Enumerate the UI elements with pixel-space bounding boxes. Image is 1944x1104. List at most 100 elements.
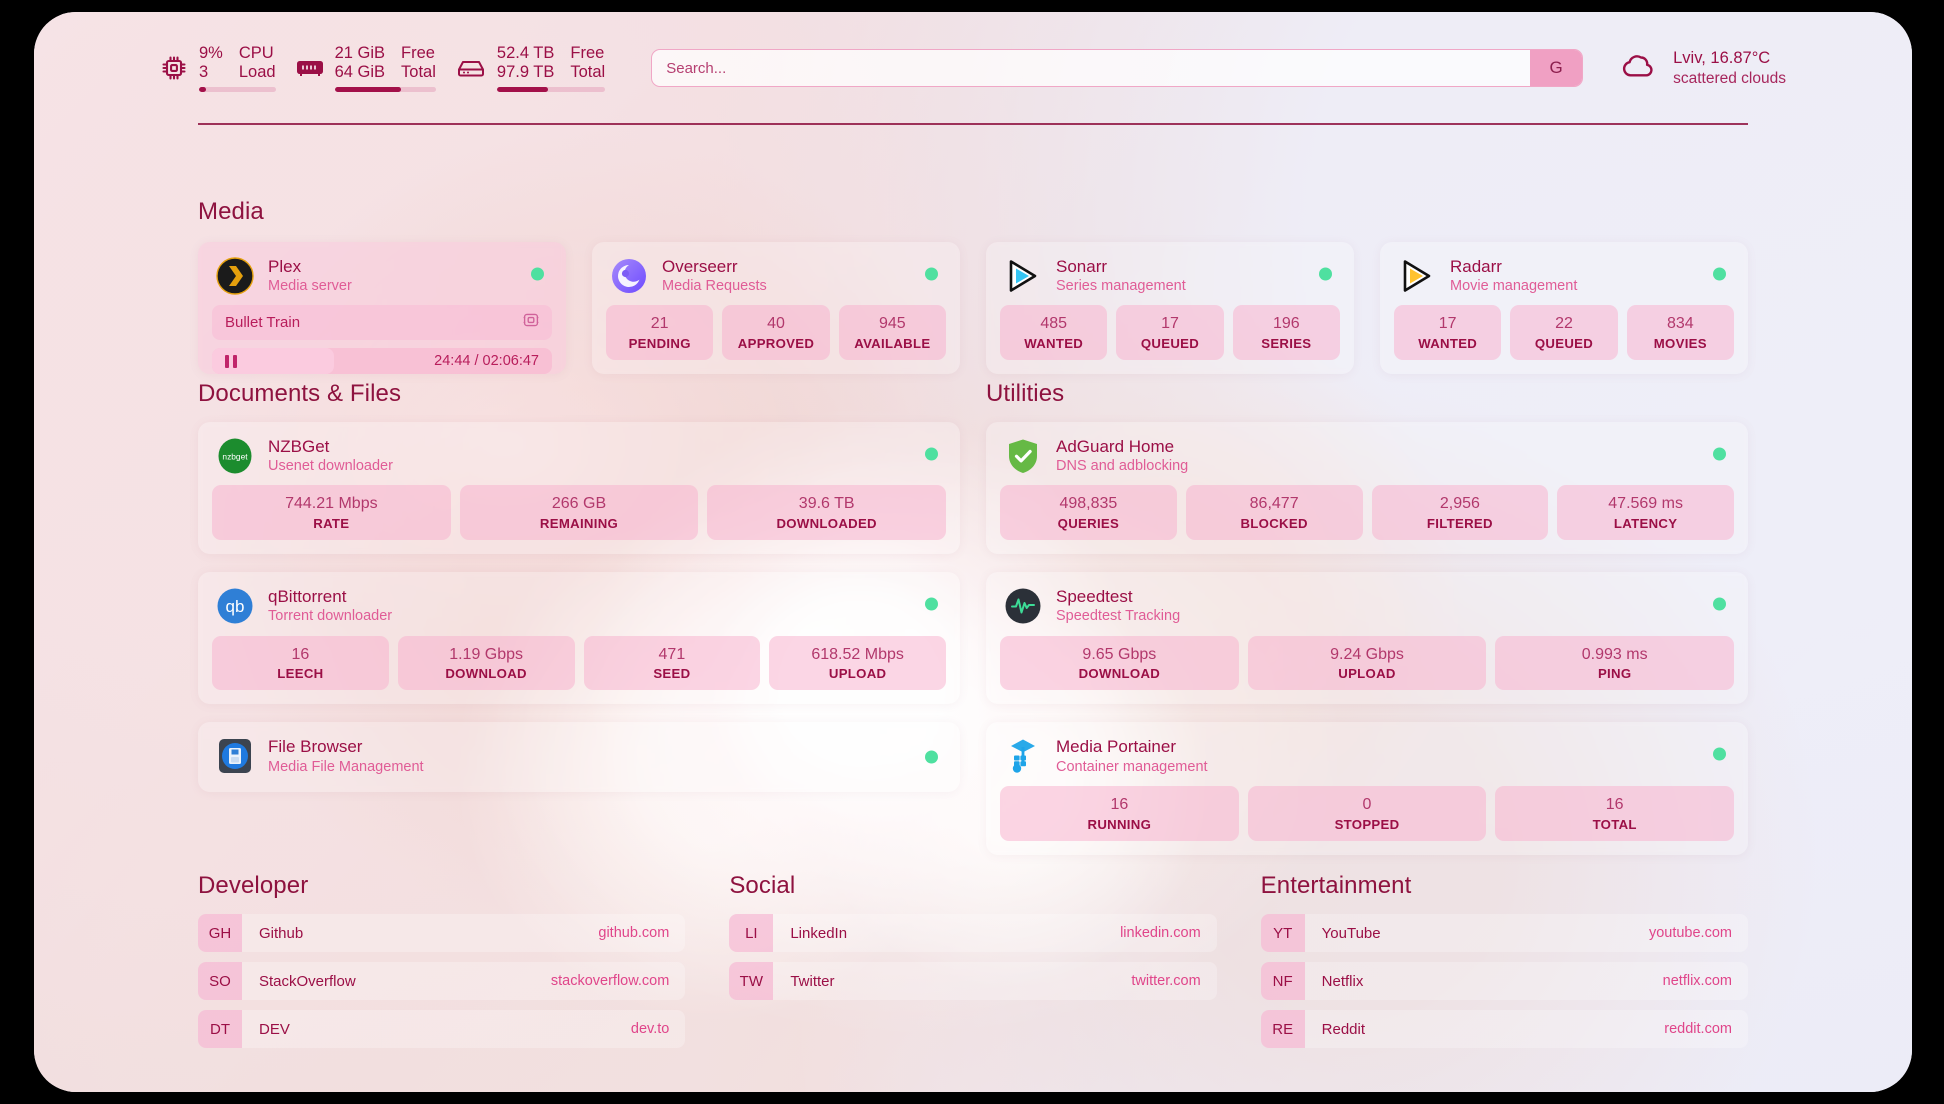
system-stat-storage: 52.4 TB 97.9 TB Free Total	[456, 43, 606, 93]
status-indicator	[925, 597, 938, 611]
service-card[interactable]: Media Portainer Container management 16 …	[986, 722, 1748, 855]
service-card[interactable]: Plex Media server Bullet Train 24:44 / 0…	[198, 242, 566, 375]
stat-tile[interactable]: 47.569 ms LATENCY	[1557, 485, 1734, 541]
stat-label: APPROVED	[737, 336, 815, 352]
stat-tile[interactable]: 0 STOPPED	[1247, 785, 1487, 841]
status-indicator	[1713, 267, 1726, 281]
stat-value: 17	[1161, 315, 1179, 333]
utilities-card-list: AdGuard Home DNS and adblocking 498,835 …	[986, 422, 1748, 873]
stat-label: AVAILABLE	[854, 336, 931, 352]
status-indicator	[531, 267, 544, 281]
stat-tile[interactable]: 9.65 Gbps DOWNLOAD	[1000, 635, 1239, 691]
service-card[interactable]: Overseerr Media Requests 21 PENDING 40 A…	[592, 242, 960, 375]
system-progress-bar	[199, 87, 276, 93]
playback-progress-bar[interactable]: 24:44 / 02:06:47	[212, 348, 552, 375]
service-card[interactable]: Speedtest Speedtest Tracking 9.65 Gbps D…	[986, 572, 1748, 705]
stat-tile[interactable]: 16 RUNNING	[1000, 785, 1239, 841]
stat-value: 485	[1040, 315, 1068, 333]
status-indicator	[925, 750, 938, 764]
weather-temperature: Lviv, 16.87°C	[1673, 49, 1771, 67]
stat-tile[interactable]: 266 GB REMAINING	[459, 485, 699, 541]
bookmark-item[interactable]: RE Reddit reddit.com	[1260, 1010, 1748, 1048]
stat-tile[interactable]: 9.24 Gbps UPLOAD	[1247, 635, 1487, 691]
service-card[interactable]: AdGuard Home DNS and adblocking 498,835 …	[986, 422, 1748, 555]
stat-tile[interactable]: 945 AVAILABLE	[838, 305, 946, 361]
bookmark-item[interactable]: SO StackOverflow stackoverflow.com	[198, 962, 686, 1000]
stat-tile[interactable]: 744.21 Mbps RATE	[212, 485, 451, 541]
bookmark-item[interactable]: TW Twitter twitter.com	[729, 962, 1217, 1000]
card-header: nzbget NZBGet Usenet downloader	[198, 422, 960, 485]
bookmark-group-title: Developer	[198, 872, 309, 899]
stat-value: 39.6 TB	[798, 495, 855, 513]
stat-label: REMAINING	[539, 516, 619, 532]
system-value-primary: 21 GiB	[334, 43, 386, 62]
card-header: qb qBittorrent Torrent downloader	[198, 572, 960, 635]
search-engine-button[interactable]: G	[1530, 50, 1583, 86]
app-name: Plex	[268, 257, 302, 276]
radarr-icon	[1398, 257, 1436, 295]
stat-tile[interactable]: 40 APPROVED	[722, 305, 830, 361]
system-value-primary: 52.4 TB	[496, 43, 555, 62]
stat-tile[interactable]: 16 TOTAL	[1495, 785, 1735, 841]
filebrowser-icon	[216, 737, 254, 775]
bookmark-abbr: GH	[198, 914, 242, 952]
search-box[interactable]: G	[651, 49, 1584, 87]
stat-tile[interactable]: 86,477 BLOCKED	[1185, 485, 1363, 541]
stat-value: 0.993 ms	[1581, 645, 1648, 663]
bookmark-url: twitter.com	[1131, 973, 1201, 989]
stat-value: 21	[650, 315, 669, 333]
stat-tile[interactable]: 834 MOVIES	[1626, 305, 1734, 361]
documents-card-list: nzbget NZBGet Usenet downloader 744.21 M…	[198, 422, 960, 810]
search-input[interactable]	[652, 59, 1531, 77]
service-card[interactable]: Sonarr Series management 485 WANTED 17 Q…	[986, 242, 1354, 375]
stat-tile[interactable]: 485 WANTED	[1000, 305, 1108, 361]
stat-tile[interactable]: 618.52 Mbps UPLOAD	[769, 635, 946, 691]
stat-tile[interactable]: 2,956 FILTERED	[1371, 485, 1549, 541]
app-name: File Browser	[268, 737, 363, 757]
bookmark-item[interactable]: NF Netflix netflix.com	[1260, 962, 1748, 1000]
stat-tile[interactable]: 1.19 Gbps DOWNLOAD	[397, 635, 575, 691]
stat-tile[interactable]: 22 QUEUED	[1510, 305, 1618, 361]
stat-label: LEECH	[277, 666, 324, 682]
app-subtitle: Media server	[268, 278, 352, 295]
stat-tile[interactable]: 17 QUEUED	[1116, 305, 1224, 361]
stat-tile[interactable]: 17 WANTED	[1394, 305, 1502, 361]
app-name: NZBGet	[268, 437, 330, 456]
service-card[interactable]: File Browser Media File Management	[198, 722, 960, 792]
app-name: AdGuard Home	[1056, 437, 1175, 456]
bookmark-name: DEV	[259, 1020, 290, 1038]
stat-label: RATE	[313, 516, 350, 532]
status-indicator	[1713, 597, 1726, 611]
stat-value: 0	[1362, 795, 1372, 813]
stat-tile[interactable]: 0.993 ms PING	[1495, 635, 1735, 691]
stat-tile[interactable]: 16 LEECH	[212, 635, 389, 691]
svg-text:nzbget: nzbget	[222, 451, 248, 461]
bookmark-item[interactable]: DT DEV dev.to	[198, 1010, 686, 1048]
bookmark-item[interactable]: YT YouTube youtube.com	[1260, 914, 1748, 952]
media-card-slot: Sonarr Series management 485 WANTED 17 Q…	[986, 242, 1354, 388]
now-playing-row[interactable]: Bullet Train	[212, 305, 552, 341]
stat-tile[interactable]: 39.6 TB DOWNLOADED	[707, 485, 947, 541]
system-label-secondary: Total	[570, 63, 606, 81]
system-stat-cpu: 9% 3 CPU Load	[160, 44, 276, 93]
system-meter-memory: 21 GiB 64 GiB Free Total	[334, 43, 436, 93]
playback-time: 24:44 / 02:06:47	[434, 353, 539, 370]
stat-tile[interactable]: 498,835 QUERIES	[1000, 485, 1177, 541]
bookmark-item[interactable]: LI LinkedIn linkedin.com	[729, 914, 1217, 952]
bookmark-item[interactable]: GH Github github.com	[198, 914, 686, 952]
stat-value: 744.21 Mbps	[285, 495, 378, 513]
bookmark-abbr: LI	[729, 914, 774, 952]
stat-tile[interactable]: 471 SEED	[583, 635, 761, 691]
stat-label: DOWNLOAD	[1078, 666, 1161, 682]
service-card[interactable]: nzbget NZBGet Usenet downloader 744.21 M…	[198, 422, 960, 555]
stat-tile[interactable]: 21 PENDING	[606, 305, 714, 361]
stat-value: 86,477	[1249, 495, 1299, 513]
service-card[interactable]: Radarr Movie management 17 WANTED 22 QUE…	[1380, 242, 1748, 375]
status-indicator	[1319, 267, 1332, 281]
system-label-primary: Free	[570, 43, 605, 62]
bookmark-group: Entertainment YT YouTube youtube.com NF …	[1260, 872, 1748, 1058]
pause-icon[interactable]	[225, 354, 237, 368]
service-card[interactable]: qb qBittorrent Torrent downloader 16 LEE…	[198, 572, 960, 705]
cast-icon[interactable]	[523, 312, 539, 333]
stat-tile[interactable]: 196 SERIES	[1232, 305, 1340, 361]
